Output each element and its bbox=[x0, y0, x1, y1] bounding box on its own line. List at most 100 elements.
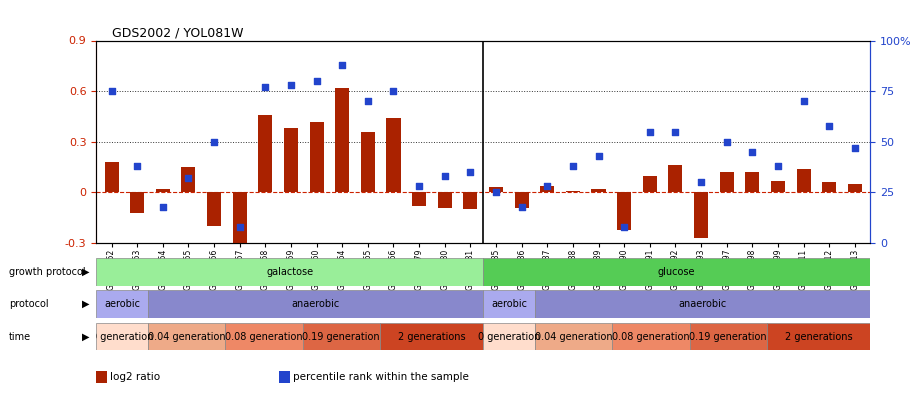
Point bbox=[233, 224, 247, 230]
Point bbox=[668, 128, 682, 135]
Text: log2 ratio: log2 ratio bbox=[110, 372, 160, 382]
Text: galactose: galactose bbox=[267, 267, 313, 277]
Text: 0.04 generation: 0.04 generation bbox=[535, 332, 612, 341]
Text: 0.08 generation: 0.08 generation bbox=[612, 332, 690, 341]
Text: 2 generations: 2 generations bbox=[398, 332, 465, 341]
Point bbox=[130, 163, 145, 169]
Bar bbox=[104, 162, 118, 192]
Point bbox=[258, 84, 273, 90]
Text: protocol: protocol bbox=[9, 299, 49, 309]
Point bbox=[719, 139, 734, 145]
Bar bbox=[258, 115, 272, 192]
Text: 0 generation: 0 generation bbox=[91, 332, 153, 341]
Text: ▶: ▶ bbox=[82, 332, 90, 341]
Bar bbox=[617, 192, 631, 230]
Bar bbox=[207, 192, 221, 226]
Bar bbox=[438, 192, 452, 207]
Bar bbox=[669, 165, 682, 192]
Bar bbox=[302, 323, 380, 350]
Text: 0.08 generation: 0.08 generation bbox=[225, 332, 302, 341]
Point bbox=[565, 163, 580, 169]
Text: 0.04 generation: 0.04 generation bbox=[147, 332, 225, 341]
Text: 0 generation: 0 generation bbox=[478, 332, 540, 341]
Text: 2 generations: 2 generations bbox=[785, 332, 853, 341]
Point bbox=[540, 183, 554, 190]
Bar bbox=[535, 323, 612, 350]
Point bbox=[463, 169, 478, 175]
Bar bbox=[515, 192, 529, 207]
Text: time: time bbox=[9, 332, 31, 341]
Bar bbox=[233, 192, 246, 246]
Point bbox=[284, 82, 299, 88]
Bar bbox=[771, 181, 785, 192]
Point bbox=[181, 175, 196, 181]
Point bbox=[335, 62, 350, 68]
Point bbox=[822, 122, 836, 129]
Bar bbox=[181, 167, 195, 192]
Bar bbox=[694, 192, 708, 238]
Point bbox=[104, 88, 119, 94]
Point bbox=[642, 128, 657, 135]
Point bbox=[591, 153, 605, 159]
Text: ▶: ▶ bbox=[82, 299, 90, 309]
Text: glucose: glucose bbox=[658, 267, 695, 277]
Point bbox=[847, 145, 862, 151]
Text: 0.19 generation: 0.19 generation bbox=[690, 332, 767, 341]
Bar bbox=[540, 185, 554, 192]
Text: anaerobic: anaerobic bbox=[291, 299, 340, 309]
Point bbox=[387, 88, 401, 94]
Point bbox=[514, 203, 529, 210]
Bar bbox=[130, 192, 144, 213]
Text: growth protocol: growth protocol bbox=[9, 267, 86, 277]
Bar bbox=[797, 169, 811, 192]
Point bbox=[412, 183, 427, 190]
Bar bbox=[848, 184, 862, 192]
Bar bbox=[592, 189, 605, 192]
Point bbox=[693, 179, 708, 185]
Bar bbox=[535, 290, 870, 318]
Bar bbox=[566, 191, 580, 192]
Bar bbox=[147, 290, 483, 318]
Text: 0.19 generation: 0.19 generation bbox=[302, 332, 380, 341]
Bar bbox=[96, 290, 147, 318]
Bar bbox=[96, 258, 484, 286]
Bar bbox=[463, 192, 477, 209]
Bar bbox=[690, 323, 767, 350]
Point bbox=[616, 224, 631, 230]
Bar bbox=[412, 192, 426, 206]
Bar bbox=[225, 323, 302, 350]
Bar bbox=[767, 323, 870, 350]
Point bbox=[438, 173, 453, 179]
Bar bbox=[823, 182, 836, 192]
Point bbox=[361, 98, 376, 104]
Bar bbox=[156, 189, 169, 192]
Point bbox=[770, 163, 785, 169]
Bar bbox=[361, 132, 375, 192]
Text: ▶: ▶ bbox=[82, 267, 90, 277]
Bar bbox=[643, 175, 657, 192]
Text: aerobic: aerobic bbox=[104, 299, 140, 309]
Bar bbox=[147, 323, 225, 350]
Bar bbox=[484, 258, 870, 286]
Bar bbox=[335, 88, 349, 192]
Bar bbox=[489, 187, 503, 192]
Text: GDS2002 / YOL081W: GDS2002 / YOL081W bbox=[112, 26, 243, 39]
Bar bbox=[310, 122, 323, 192]
Point bbox=[745, 149, 759, 155]
Bar bbox=[96, 323, 147, 350]
Point bbox=[796, 98, 811, 104]
Bar bbox=[746, 172, 759, 192]
Point bbox=[207, 139, 222, 145]
Point bbox=[310, 78, 324, 84]
Bar bbox=[380, 323, 483, 350]
Bar bbox=[484, 290, 535, 318]
Bar bbox=[484, 323, 535, 350]
Point bbox=[488, 189, 503, 196]
Text: percentile rank within the sample: percentile rank within the sample bbox=[293, 372, 469, 382]
Text: anaerobic: anaerobic bbox=[679, 299, 726, 309]
Bar bbox=[612, 323, 690, 350]
Point bbox=[156, 203, 170, 210]
Bar bbox=[284, 128, 298, 192]
Bar bbox=[720, 172, 734, 192]
Bar bbox=[387, 118, 400, 192]
